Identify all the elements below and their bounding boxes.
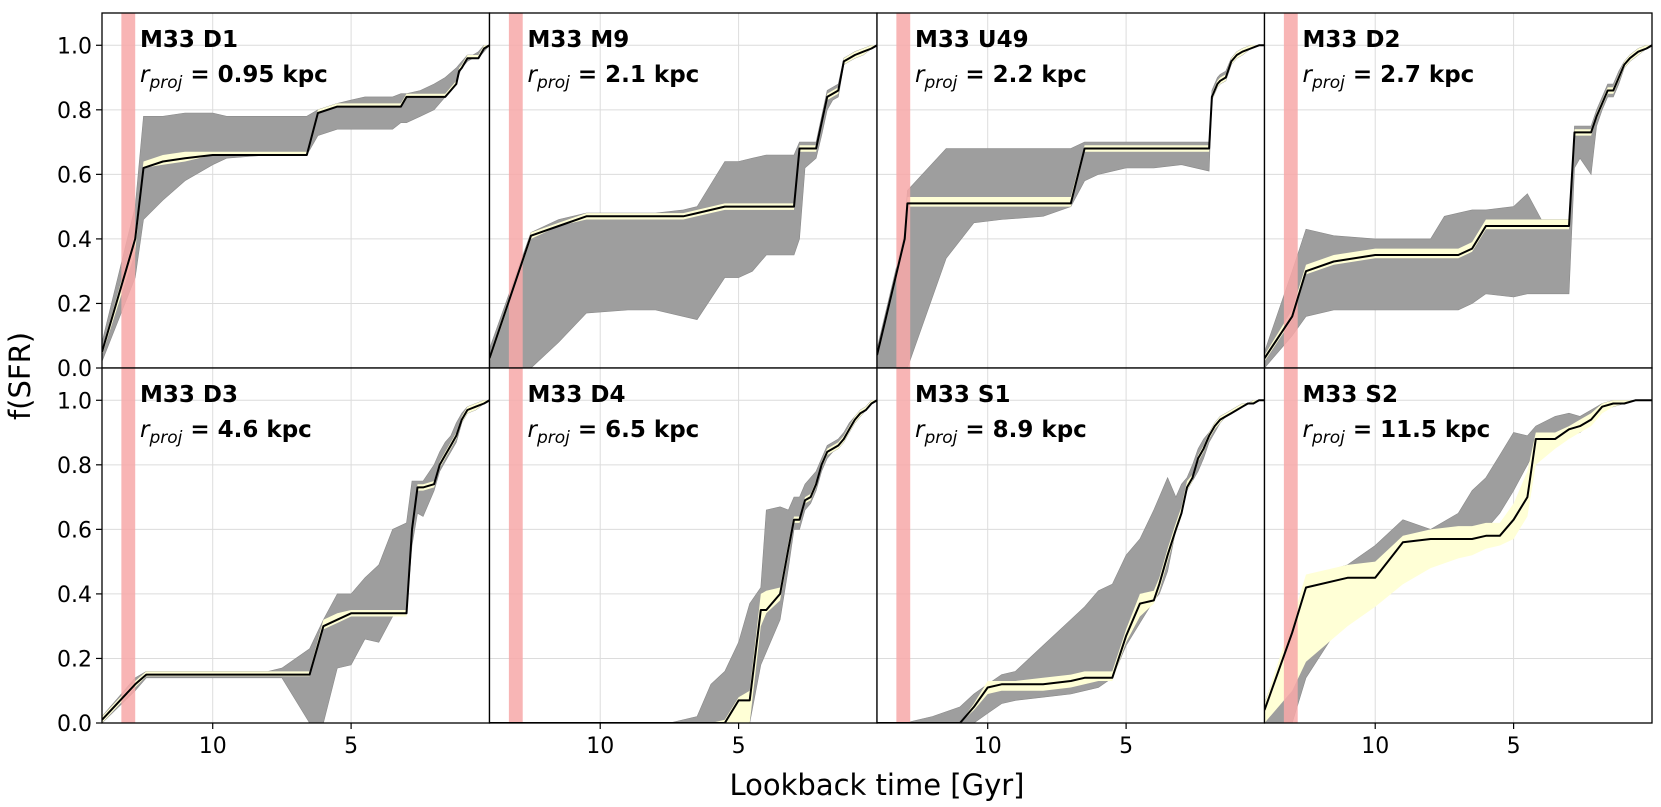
panel-name: M33 D3	[140, 382, 238, 408]
panel-rproj: rproj = 2.2 kpc	[915, 62, 1087, 93]
panels-layer: M33 D1 rproj = 0.95 kpc M33 M9 rproj = 2.1 …	[101, 12, 1653, 724]
y-tick-label: 0.4	[57, 228, 92, 253]
panel-3: M33 U49 rproj = 2.2 kpc	[876, 12, 1266, 369]
panel-rproj: rproj = 2.1 kpc	[528, 62, 700, 93]
panel-8: M33 S2 rproj = 11.5 kpc	[1263, 367, 1653, 724]
reionization-band	[508, 13, 523, 368]
cumulative-sfh-line	[877, 399, 1265, 723]
panel-name: M33 S2	[1303, 382, 1398, 408]
reionization-band	[121, 13, 136, 368]
panel-2: M33 M9 rproj = 2.1 kpc	[488, 12, 878, 369]
x-tick-label: 5	[344, 734, 358, 759]
panel-name: M33 D4	[528, 382, 626, 408]
uncertainty-envelope-gray	[877, 400, 1265, 723]
reionization-band	[896, 13, 911, 368]
x-tick-label: 5	[1119, 734, 1133, 759]
panel-name: M33 M9	[528, 27, 630, 53]
x-axis-title: Lookback time [Gyr]	[730, 768, 1025, 802]
reionization-band	[121, 368, 136, 723]
panel-rproj: rproj = 11.5 kpc	[1303, 417, 1491, 448]
y-axis-title: f(SFR)	[3, 332, 37, 420]
reionization-band	[1283, 368, 1298, 723]
y-tick-label: 0.4	[57, 583, 92, 608]
reionization-band	[508, 368, 523, 723]
y-tick-label: 0.6	[57, 163, 92, 188]
cumulative-sfh-line	[489, 399, 877, 723]
x-tick-label: 10	[586, 734, 614, 759]
cumulative-sfh-line	[877, 44, 1265, 356]
reionization-band	[1283, 13, 1298, 368]
panel-name: M33 U49	[915, 27, 1029, 53]
y-tick-label: 1.0	[57, 389, 92, 414]
y-tick-label: 1.0	[57, 34, 92, 59]
panel-7: M33 S1 rproj = 8.9 kpc	[876, 367, 1266, 724]
y-tick-label: 0.0	[57, 357, 92, 382]
panel-rproj: rproj = 2.7 kpc	[1303, 62, 1475, 93]
panel-frame	[1263, 367, 1653, 724]
y-tick-label: 0.2	[57, 292, 92, 317]
panel-name: M33 S1	[915, 382, 1010, 408]
x-tick-label: 10	[974, 734, 1002, 759]
x-tick-label: 10	[199, 734, 227, 759]
cumulative-sfh-line	[1264, 399, 1652, 711]
cumulative-sfh-line	[102, 399, 490, 721]
y-tick-label: 0.2	[57, 647, 92, 672]
cumulative-sfh-line	[1264, 44, 1652, 359]
x-tick-label: 10	[1361, 734, 1389, 759]
panel-4: M33 D2 rproj = 2.7 kpc	[1263, 12, 1653, 369]
x-tick-label: 5	[732, 734, 746, 759]
panel-name: M33 D2	[1303, 27, 1401, 53]
reionization-band	[896, 368, 911, 723]
panel-6: M33 D4 rproj = 6.5 kpc	[488, 367, 878, 724]
y-tick-label: 0.8	[57, 454, 92, 479]
uncertainty-envelope-gray	[489, 400, 877, 723]
cumulative-sfh-line	[489, 44, 877, 359]
cumulative-sfh-line	[102, 44, 490, 353]
panel-rproj: rproj = 6.5 kpc	[528, 417, 700, 448]
panel-1: M33 D1 rproj = 0.95 kpc	[101, 12, 491, 369]
y-tick-label: 0.6	[57, 518, 92, 543]
panel-background	[489, 368, 877, 723]
x-tick-label: 5	[1507, 734, 1521, 759]
panel-5: M33 D3 rproj = 4.6 kpc	[101, 367, 491, 724]
panel-rproj: rproj = 8.9 kpc	[915, 417, 1087, 448]
panel-rproj: rproj = 0.95 kpc	[140, 62, 328, 93]
panel-name: M33 D1	[140, 27, 238, 53]
panel-rproj: rproj = 4.6 kpc	[140, 417, 312, 448]
y-tick-label: 0.0	[57, 712, 92, 737]
y-tick-label: 0.8	[57, 99, 92, 124]
ticks-layer: 0.0 0.2 0.4 0.6 0.8 1.0 10 5 0.0 0.2 0.4 0.6 0.8 1.0 1…	[57, 34, 1521, 759]
